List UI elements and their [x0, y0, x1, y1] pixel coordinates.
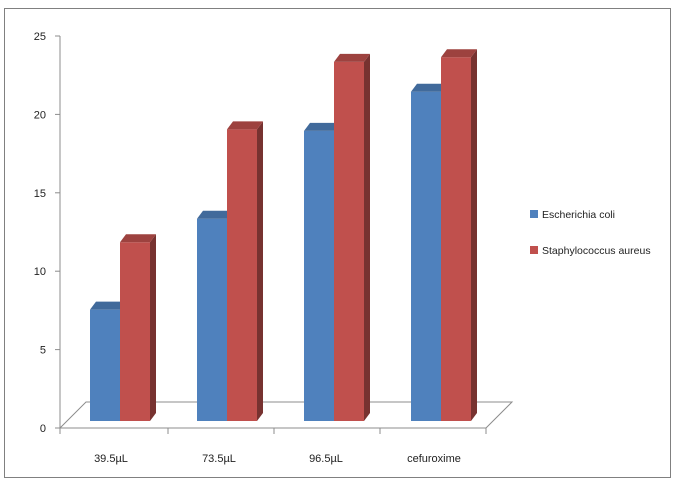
y-tick-label: 25 [34, 31, 46, 43]
bar-side [364, 54, 370, 421]
bar-front [334, 62, 364, 421]
bar-top [120, 234, 156, 242]
bar [334, 54, 370, 421]
bar [441, 49, 477, 421]
bar-side [471, 49, 477, 421]
y-tick-label: 10 [34, 266, 46, 278]
bar-side [257, 121, 263, 421]
y-tick-label: 15 [34, 188, 46, 200]
bar-front [197, 219, 227, 421]
bar-side [150, 234, 156, 421]
legend-swatch [530, 246, 538, 254]
x-tick-label: 73.5µL [202, 453, 236, 465]
bar-front [304, 131, 334, 421]
y-tick-label: 20 [34, 109, 46, 121]
y-tick-label: 0 [40, 423, 46, 435]
bar-front [441, 57, 471, 421]
bar-front [411, 92, 441, 421]
x-tick-label: 39.5µL [94, 453, 128, 465]
bar-front [90, 310, 120, 421]
y-tick-label: 5 [40, 345, 46, 357]
bar-front [227, 129, 257, 421]
bar [120, 234, 156, 421]
bar [227, 121, 263, 421]
bar-top [227, 121, 263, 129]
x-tick-label: 96.5µL [309, 453, 343, 465]
legend-label: Staphylococcus aureus [542, 245, 651, 257]
x-tick-label: cefuroxime [407, 453, 461, 465]
bar-top [441, 49, 477, 57]
legend-label: Escherichia coli [542, 209, 615, 221]
bar-front [120, 242, 150, 421]
legend-swatch [530, 210, 538, 218]
bar-top [334, 54, 370, 62]
